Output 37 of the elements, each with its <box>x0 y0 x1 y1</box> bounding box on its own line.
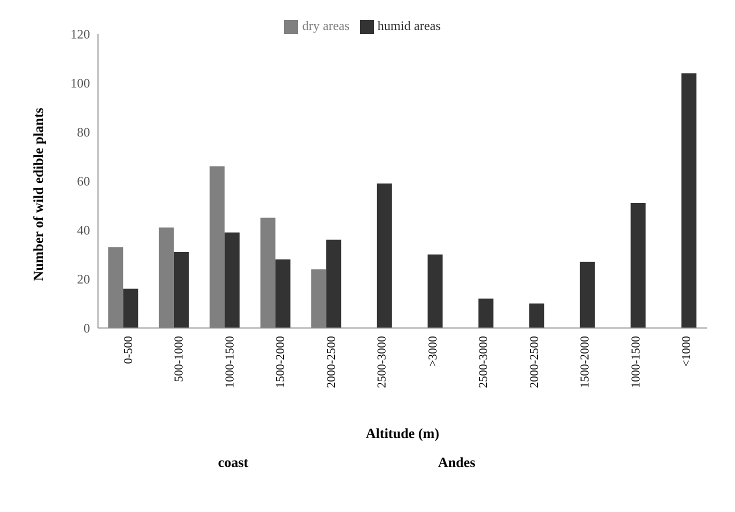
x-tick-label: 2500-3000 <box>476 336 490 388</box>
y-tick-label: 60 <box>77 174 90 189</box>
y-axis-title: Number of wild edible plants <box>32 107 47 282</box>
y-tick-label: 120 <box>70 26 90 42</box>
x-tick-label: 1500-2000 <box>273 336 288 388</box>
text: coast <box>218 456 248 472</box>
x-tick-label: >3000 <box>425 336 440 367</box>
y-tick-label: 80 <box>77 124 90 140</box>
x-tick-label: 2000-2500 <box>324 336 338 388</box>
text: Andes <box>438 456 476 472</box>
x-tick-label: 2000-2500 <box>526 336 541 388</box>
y-tick-label: 20 <box>77 272 90 287</box>
y-tick-label: 0 <box>84 320 90 336</box>
y-tick-label: 40 <box>77 222 90 238</box>
bar <box>174 252 189 328</box>
x-axis-title: Altitude (m) <box>366 427 440 442</box>
x-tick-label: 1000-1500 <box>628 336 642 388</box>
x-tick-label: 0-500 <box>120 336 135 364</box>
bar <box>630 203 646 328</box>
bar <box>478 298 494 328</box>
bar <box>123 288 138 328</box>
x-tick-label: 2500-3000 <box>374 336 389 388</box>
legend-label: humid areas <box>378 18 441 33</box>
x-tick-label: 1500-2000 <box>578 336 592 388</box>
bar <box>681 73 696 328</box>
bar <box>326 240 342 328</box>
bar <box>529 304 544 328</box>
x-tick-label: 500-1000 <box>172 336 186 382</box>
bar <box>376 183 392 328</box>
bar <box>580 262 595 328</box>
x-tick-label: 1000-1500 <box>222 336 236 388</box>
bar <box>428 254 443 328</box>
legend-label: dry areas <box>302 18 350 33</box>
x-tick-label: <1000 <box>679 336 694 367</box>
bar <box>224 232 240 328</box>
bar <box>275 259 290 328</box>
y-tick-label: 100 <box>70 76 90 91</box>
